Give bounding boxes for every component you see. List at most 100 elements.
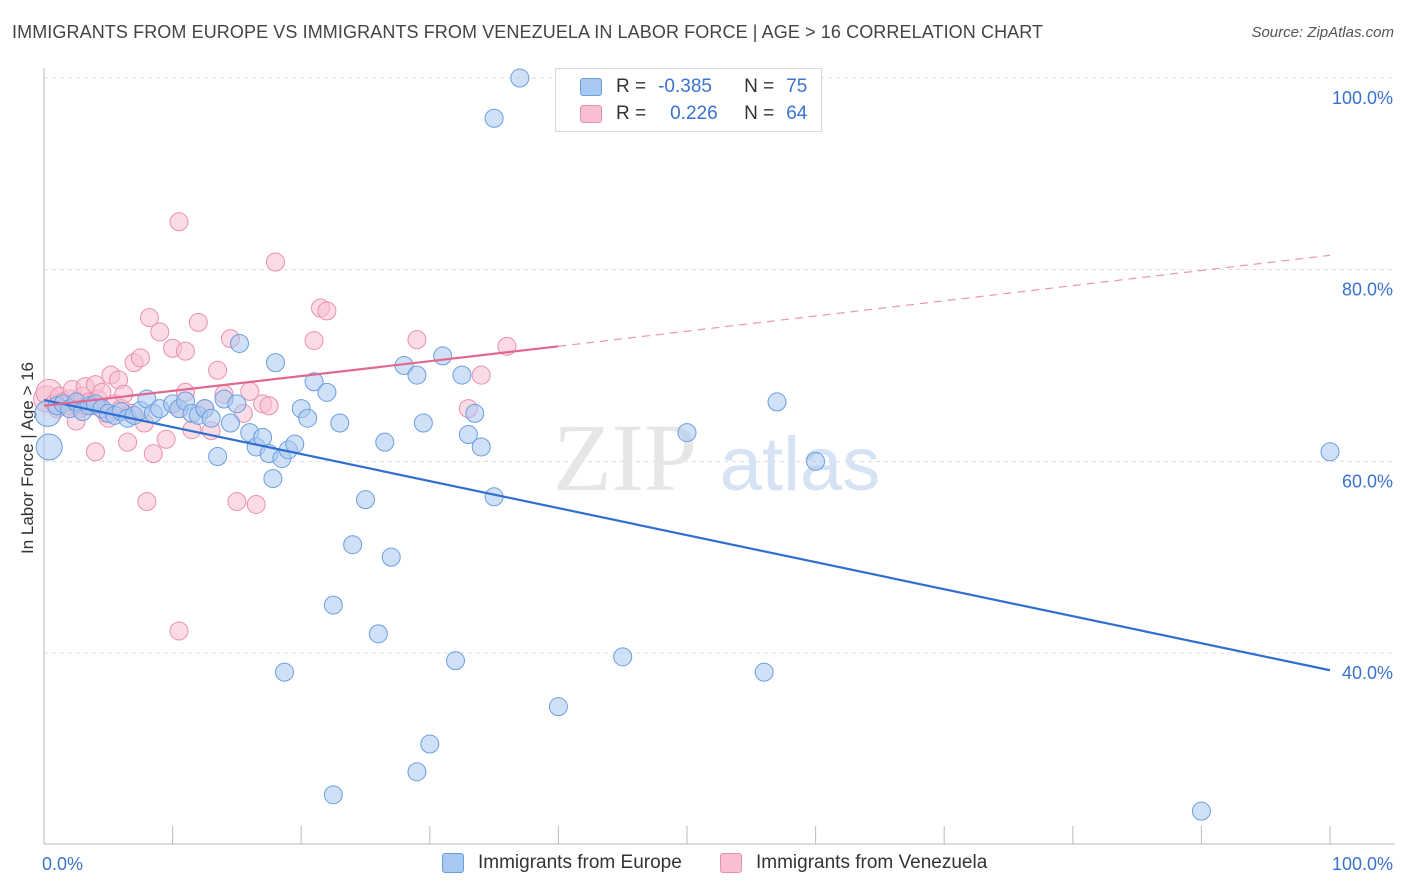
point-venezuela (227, 492, 247, 512)
point-venezuela (265, 252, 285, 272)
y-tick-label: 80.0% (1342, 280, 1393, 300)
watermark-atlas: atlas (720, 422, 881, 507)
series-venezuela (33, 212, 517, 641)
x-tick-label: 100.0% (1332, 854, 1393, 874)
point-europe (368, 624, 388, 644)
point-venezuela (85, 442, 105, 462)
point-venezuela (317, 301, 337, 321)
point-europe (754, 662, 774, 682)
point-venezuela (114, 384, 134, 404)
tick-labels: 40.0% 60.0% 80.0% 100.0% 0.0% 100.0% (42, 88, 1393, 874)
n-value: 75 (786, 76, 808, 97)
point-europe (317, 382, 337, 402)
legend-label-venezuela: Immigrants from Venezuela (756, 852, 988, 873)
point-venezuela (137, 492, 157, 512)
point-venezuela (169, 621, 189, 641)
point-venezuela (143, 444, 163, 464)
point-venezuela (304, 331, 324, 351)
point-europe (465, 403, 485, 423)
venezuela-swatch (720, 853, 742, 873)
point-europe (330, 413, 350, 433)
point-venezuela (175, 341, 195, 361)
point-europe (298, 408, 318, 428)
point-europe (458, 425, 478, 444)
point-europe (227, 394, 247, 414)
r-label: R = (616, 103, 647, 124)
trend-lines (43, 254, 1331, 672)
point-venezuela (130, 348, 150, 368)
point-venezuela (246, 494, 266, 514)
legend-item-venezuela: Immigrants from Venezuela (720, 852, 987, 874)
point-europe (548, 697, 568, 717)
series-legend: Immigrants from Europe Immigrants from V… (0, 852, 1406, 878)
r-value: 0.226 (670, 103, 718, 124)
point-venezuela (139, 308, 159, 328)
point-venezuela (407, 330, 427, 350)
point-europe (323, 595, 343, 615)
y-tick-label: 60.0% (1342, 471, 1393, 491)
point-europe (677, 423, 697, 443)
n-label: N = (744, 103, 775, 124)
y-tick-label: 100.0% (1332, 88, 1393, 108)
point-europe (263, 469, 283, 489)
point-europe (413, 413, 433, 433)
point-venezuela (471, 365, 491, 385)
series-europe (34, 68, 1340, 821)
europe-swatch (580, 78, 602, 96)
trend-line-venezuela (43, 345, 559, 407)
chart-title: IMMIGRANTS FROM EUROPE VS IMMIGRANTS FRO… (12, 22, 1044, 42)
point-europe (806, 451, 826, 471)
legend-label-europe: Immigrants from Europe (478, 852, 682, 873)
point-europe (1320, 442, 1340, 462)
y-tick-label: 40.0% (1342, 663, 1393, 683)
point-venezuela (156, 429, 176, 449)
point-europe (1191, 801, 1211, 821)
n-label: N = (744, 76, 775, 97)
point-europe (356, 490, 375, 510)
correlation-legend: R = -0.385 N = 75 R = 0.226 N = 64 (555, 68, 822, 132)
point-europe (343, 535, 363, 555)
grid-lines (44, 77, 1395, 654)
point-europe (304, 372, 324, 392)
point-venezuela (259, 396, 279, 416)
point-europe (208, 447, 228, 467)
point-europe (274, 662, 294, 682)
point-europe (35, 433, 63, 461)
point-europe (201, 408, 221, 428)
point-europe (229, 333, 249, 353)
source-label: Source: ZipAtlas.com (1251, 24, 1394, 41)
venezuela-swatch (580, 105, 602, 123)
x-tick-label: 0.0% (42, 854, 83, 874)
point-europe (323, 785, 343, 805)
legend-row-europe: R = -0.385 N = 75 (580, 75, 807, 99)
legend-item-europe: Immigrants from Europe (442, 852, 682, 874)
trend-line-europe (43, 398, 1331, 672)
r-value: -0.385 (658, 76, 712, 97)
r-label: R = (616, 76, 647, 97)
point-venezuela (188, 312, 208, 332)
trend-extension-venezuela (558, 254, 1331, 347)
n-value: 64 (786, 103, 808, 124)
point-europe (510, 68, 530, 88)
watermark: ZIP atlas (553, 404, 880, 511)
point-europe (265, 353, 285, 373)
point-venezuela (208, 360, 228, 380)
point-europe (613, 647, 633, 667)
point-venezuela (169, 212, 189, 232)
point-europe (407, 762, 427, 782)
watermark-zip: ZIP (553, 404, 697, 511)
point-europe (452, 365, 472, 385)
legend-row-venezuela: R = 0.226 N = 64 (580, 102, 807, 126)
point-europe (446, 651, 466, 671)
point-venezuela (118, 432, 138, 452)
point-europe (407, 365, 427, 385)
point-europe (381, 547, 401, 567)
point-europe (375, 432, 395, 452)
point-venezuela (150, 322, 170, 342)
europe-swatch (442, 853, 464, 873)
point-europe (484, 108, 504, 128)
point-europe (433, 346, 453, 366)
point-europe (220, 413, 240, 433)
point-europe (420, 734, 440, 754)
